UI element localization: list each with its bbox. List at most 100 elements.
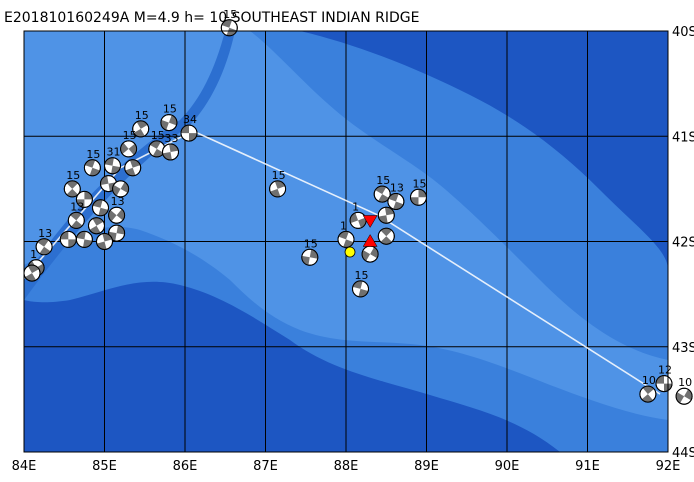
focal-mechanism: 12	[655, 364, 673, 393]
compression-quadrant	[108, 231, 117, 241]
compression-quadrant	[676, 392, 685, 404]
lon-tick-label: 89E	[414, 459, 439, 474]
station-triangle-marker	[362, 215, 378, 228]
focal-mechanism	[112, 180, 130, 198]
focal-mechanism: 1	[349, 200, 367, 229]
compression-quadrant	[60, 231, 69, 240]
focal-mechanism	[88, 217, 105, 235]
compression-quadrant	[83, 239, 93, 248]
event-depth-label: 12	[658, 364, 672, 377]
focal-mechanism: 10	[675, 376, 693, 405]
lat-tick-label: 41S	[672, 130, 694, 145]
beachball-quadrants	[378, 207, 395, 224]
compression-quadrant	[169, 144, 179, 152]
beachball-rim	[162, 143, 179, 161]
compression-quadrant	[68, 239, 77, 248]
compression-quadrant	[39, 246, 51, 255]
focal-mechanism: 10	[639, 374, 657, 403]
beachball-rim	[387, 193, 405, 210]
lat-lon-grid	[24, 31, 668, 452]
beachball-quadrants	[362, 247, 379, 262]
compression-quadrant	[66, 188, 78, 197]
focal-mechanism	[59, 230, 77, 248]
beachball-rim	[75, 190, 93, 208]
compression-quadrant	[375, 186, 387, 195]
lat-tick-label: 40S	[672, 25, 694, 40]
compression-quadrant	[84, 191, 93, 200]
beachball-quadrants	[70, 212, 83, 229]
compression-quadrant	[120, 142, 129, 155]
compression-quadrant	[116, 225, 125, 235]
focal-mechanism	[75, 190, 93, 208]
beachball-quadrants	[676, 389, 693, 404]
beachball-quadrants	[133, 120, 148, 137]
focal-mechanism: 15	[269, 169, 287, 198]
focal-mechanism: 33	[162, 132, 179, 161]
lon-tick-label: 92E	[656, 459, 681, 474]
event-depth-label: 13	[38, 227, 52, 240]
compression-quadrant	[362, 250, 371, 262]
beachball-quadrants	[108, 225, 125, 241]
beachball-rim	[104, 157, 121, 175]
focal-mechanism: 15	[301, 237, 319, 266]
beachball-rim	[220, 19, 238, 37]
beachball-rim	[83, 159, 101, 177]
focal-mechanism	[377, 227, 395, 245]
lon-tick-label: 86E	[173, 459, 198, 474]
lon-tick-label: 85E	[92, 459, 117, 474]
compression-quadrant	[37, 238, 49, 247]
compression-quadrant	[92, 217, 104, 226]
focal-mechanism: 15	[352, 269, 369, 298]
beachball-quadrants	[120, 142, 137, 156]
event-depth-label: 15	[272, 169, 286, 182]
beachball-quadrants	[37, 238, 51, 255]
beachball-rim	[124, 159, 142, 177]
event-depth-label: 15	[66, 169, 80, 182]
focal-mechanism: 34	[180, 113, 198, 142]
beachball-quadrants	[108, 209, 125, 222]
event-depth-label: 15	[123, 129, 137, 142]
compression-quadrant	[66, 180, 78, 189]
focal-mechanism: 15	[373, 174, 391, 203]
beachball-rim	[410, 188, 427, 206]
beachball-quadrants	[181, 125, 197, 142]
beachball-quadrants	[76, 191, 93, 208]
compression-quadrant	[378, 215, 388, 224]
event-depth-label: 13	[111, 195, 125, 208]
event-depth-label: 15	[135, 109, 149, 122]
beachball-quadrants	[66, 180, 78, 197]
compression-quadrant	[70, 212, 82, 221]
compression-quadrant	[152, 148, 164, 157]
compression-quadrant	[384, 207, 395, 216]
compression-quadrant	[36, 263, 45, 275]
main-event-marker	[344, 246, 356, 258]
event-depth-label: 34	[183, 113, 197, 126]
beachball-rim	[337, 230, 355, 248]
event-depth-label: 13	[390, 182, 404, 195]
beachball-quadrants	[375, 186, 390, 203]
event-depth-label: 33	[165, 132, 179, 145]
focal-mechanism	[108, 224, 126, 242]
compression-quadrant	[76, 199, 85, 208]
focal-mechanism: 15	[132, 109, 150, 138]
beachball-quadrants	[104, 157, 121, 174]
focal-mechanism	[75, 230, 93, 248]
focal-mechanism: 31	[104, 146, 121, 175]
lat-tick-label: 43S	[672, 341, 694, 356]
beachball-rim	[377, 206, 395, 224]
beachball-rim	[108, 224, 126, 242]
compression-quadrant	[189, 133, 197, 142]
compression-quadrant	[162, 152, 172, 160]
event-depth-label: 15	[376, 174, 390, 187]
focal-mechanism: 15	[148, 129, 166, 158]
focal-mechanism: 1	[337, 219, 355, 248]
compression-quadrant	[116, 209, 125, 221]
event-depth-label: 15	[413, 177, 427, 190]
event-depth-label: 15	[223, 8, 237, 21]
focal-mechanism	[124, 159, 142, 177]
event-depth-label: 10	[642, 374, 656, 387]
event-depth-label: 15	[86, 148, 100, 161]
beachball-rim	[132, 120, 150, 138]
compression-quadrant	[111, 165, 121, 174]
